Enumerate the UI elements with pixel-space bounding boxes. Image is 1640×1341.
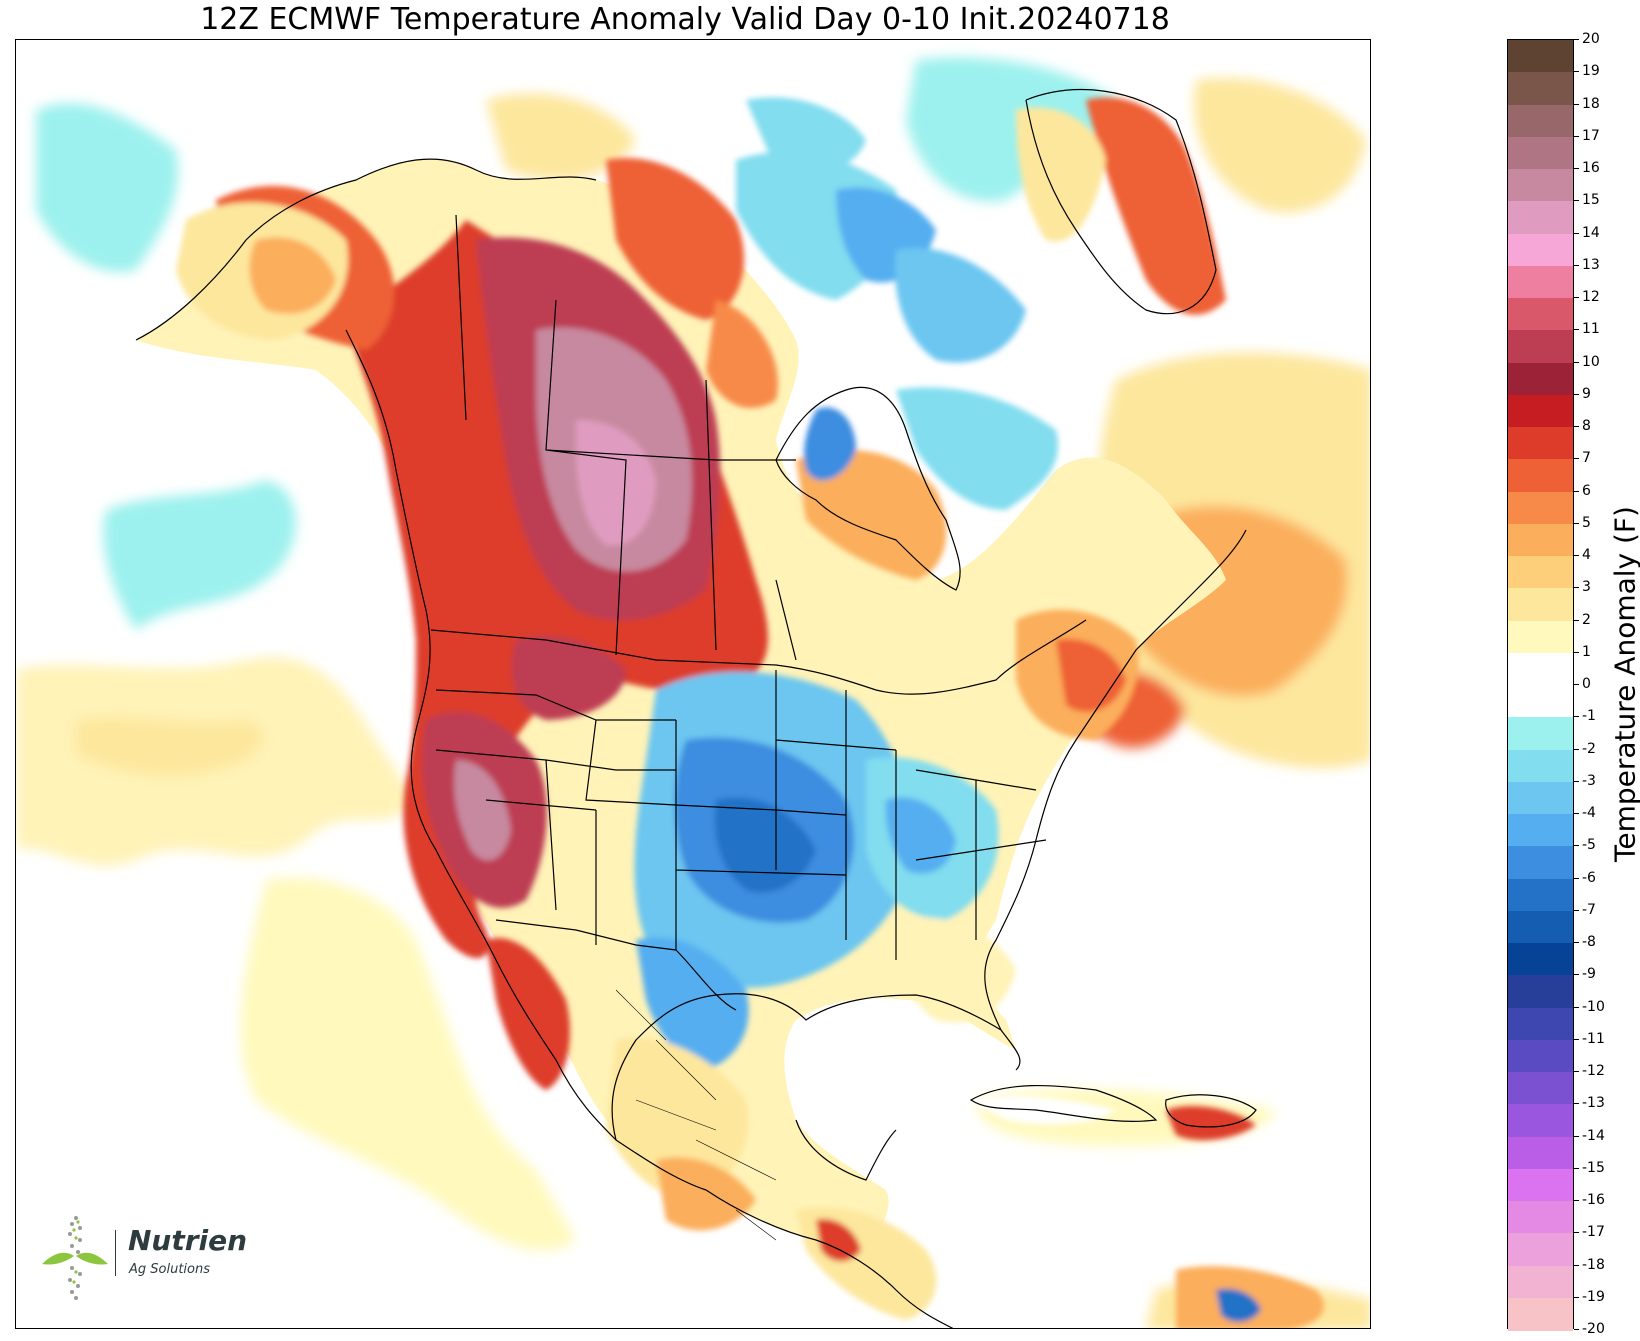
colorbar-swatch	[1508, 105, 1573, 138]
colorbar-swatch	[1508, 330, 1573, 363]
colorbar-swatch	[1508, 653, 1573, 686]
colorbar-tick-label: 8	[1574, 419, 1591, 433]
colorbar-tick-label: -19	[1574, 1290, 1605, 1304]
colorbar-swatch	[1508, 524, 1573, 557]
colorbar-tick-label: 16	[1574, 161, 1600, 175]
colorbar-swatch	[1508, 1008, 1573, 1041]
colorbar-swatch	[1508, 492, 1573, 525]
colorbar-tick-label: -3	[1574, 774, 1596, 788]
colorbar-swatch	[1508, 169, 1573, 202]
colorbar-tick-label: -9	[1574, 967, 1596, 981]
nutrien-leaf-icon	[36, 1212, 114, 1302]
colorbar	[1507, 39, 1574, 1329]
colorbar-swatch	[1508, 1233, 1573, 1266]
colorbar-tick-label: 4	[1574, 548, 1591, 562]
colorbar-tick-label: 12	[1574, 290, 1600, 304]
colorbar-swatch	[1508, 975, 1573, 1008]
colorbar-tick-label: 11	[1574, 322, 1600, 336]
colorbar-swatch	[1508, 1040, 1573, 1073]
colorbar-tick-label: -14	[1574, 1129, 1605, 1143]
colorbar-tick-label: 15	[1574, 193, 1600, 207]
colorbar-swatch	[1508, 298, 1573, 331]
colorbar-tick-label: -2	[1574, 742, 1596, 756]
colorbar-swatch	[1508, 72, 1573, 105]
colorbar-tick-label: -13	[1574, 1096, 1605, 1110]
colorbar-swatch	[1508, 1137, 1573, 1170]
colorbar-tick-label: 17	[1574, 129, 1600, 143]
colorbar-swatch	[1508, 1298, 1573, 1331]
colorbar-tick-label: 6	[1574, 484, 1591, 498]
logo-divider	[115, 1230, 116, 1276]
colorbar-tick-label: -18	[1574, 1258, 1605, 1272]
colorbar-tick-label: -8	[1574, 935, 1596, 949]
colorbar-tick-label: 1	[1574, 645, 1591, 659]
colorbar-tick-label: 3	[1574, 580, 1591, 594]
colorbar-swatch	[1508, 814, 1573, 847]
colorbar-tick-label: 13	[1574, 258, 1600, 272]
colorbar-tick-label: -17	[1574, 1225, 1605, 1239]
colorbar-swatch	[1508, 1104, 1573, 1137]
colorbar-swatch	[1508, 395, 1573, 428]
colorbar-swatch	[1508, 1169, 1573, 1202]
colorbar-swatch	[1508, 750, 1573, 783]
logo-subtitle: Ag Solutions	[129, 1262, 210, 1277]
colorbar-swatch	[1508, 588, 1573, 621]
colorbar-tick-label: -12	[1574, 1064, 1605, 1078]
colorbar-tick-label: -1	[1574, 709, 1596, 723]
colorbar-tick-label: -7	[1574, 903, 1596, 917]
colorbar-swatch	[1508, 427, 1573, 460]
colorbar-tick-label: -16	[1574, 1193, 1605, 1207]
colorbar-tick-label: 9	[1574, 387, 1591, 401]
colorbar-swatch	[1508, 846, 1573, 879]
colorbar-swatch	[1508, 717, 1573, 750]
colorbar-tick-label: 7	[1574, 451, 1591, 465]
colorbar-swatch	[1508, 879, 1573, 912]
colorbar-swatch	[1508, 201, 1573, 234]
colorbar-tick-label: 10	[1574, 355, 1600, 369]
colorbar-tick-label: 5	[1574, 516, 1591, 530]
nutrien-logo: Nutrien Ag Solutions	[36, 1212, 266, 1307]
colorbar-swatch	[1508, 459, 1573, 492]
colorbar-swatch	[1508, 137, 1573, 170]
colorbar-swatch	[1508, 911, 1573, 944]
colorbar-tick-label: -10	[1574, 1000, 1605, 1014]
colorbar-swatch	[1508, 621, 1573, 654]
map-title: 12Z ECMWF Temperature Anomaly Valid Day …	[0, 2, 1370, 37]
colorbar-swatch	[1508, 782, 1573, 815]
colorbar-tick-label: 14	[1574, 226, 1600, 240]
colorbar-swatch	[1508, 1072, 1573, 1105]
colorbar-swatch	[1508, 685, 1573, 718]
colorbar-swatch	[1508, 40, 1573, 73]
colorbar-swatch	[1508, 266, 1573, 299]
colorbar-tick-label: -15	[1574, 1161, 1605, 1175]
colorbar-tick-label: -20	[1574, 1322, 1605, 1336]
colorbar-tick-label: 2	[1574, 613, 1591, 627]
colorbar-swatch	[1508, 234, 1573, 267]
colorbar-swatch	[1508, 1201, 1573, 1234]
colorbar-swatch	[1508, 943, 1573, 976]
colorbar-tick-label: -6	[1574, 871, 1596, 885]
anomaly-map	[15, 39, 1371, 1329]
colorbar-swatch	[1508, 1266, 1573, 1299]
colorbar-tick-label: -4	[1574, 806, 1596, 820]
logo-brand-name: Nutrien	[128, 1224, 247, 1257]
colorbar-tick-label: -11	[1574, 1032, 1605, 1046]
colorbar-tick-label: 18	[1574, 97, 1600, 111]
colorbar-tick-label: 0	[1574, 677, 1591, 691]
colorbar-tick-label: 19	[1574, 64, 1600, 78]
colorbar-tick-label: 20	[1574, 32, 1600, 46]
colorbar-label: Temperature Anomaly (F)	[1609, 506, 1640, 862]
colorbar-swatch	[1508, 556, 1573, 589]
colorbar-swatch	[1508, 363, 1573, 396]
anomaly-map-canvas	[16, 40, 1371, 1329]
colorbar-tick-label: -5	[1574, 838, 1596, 852]
